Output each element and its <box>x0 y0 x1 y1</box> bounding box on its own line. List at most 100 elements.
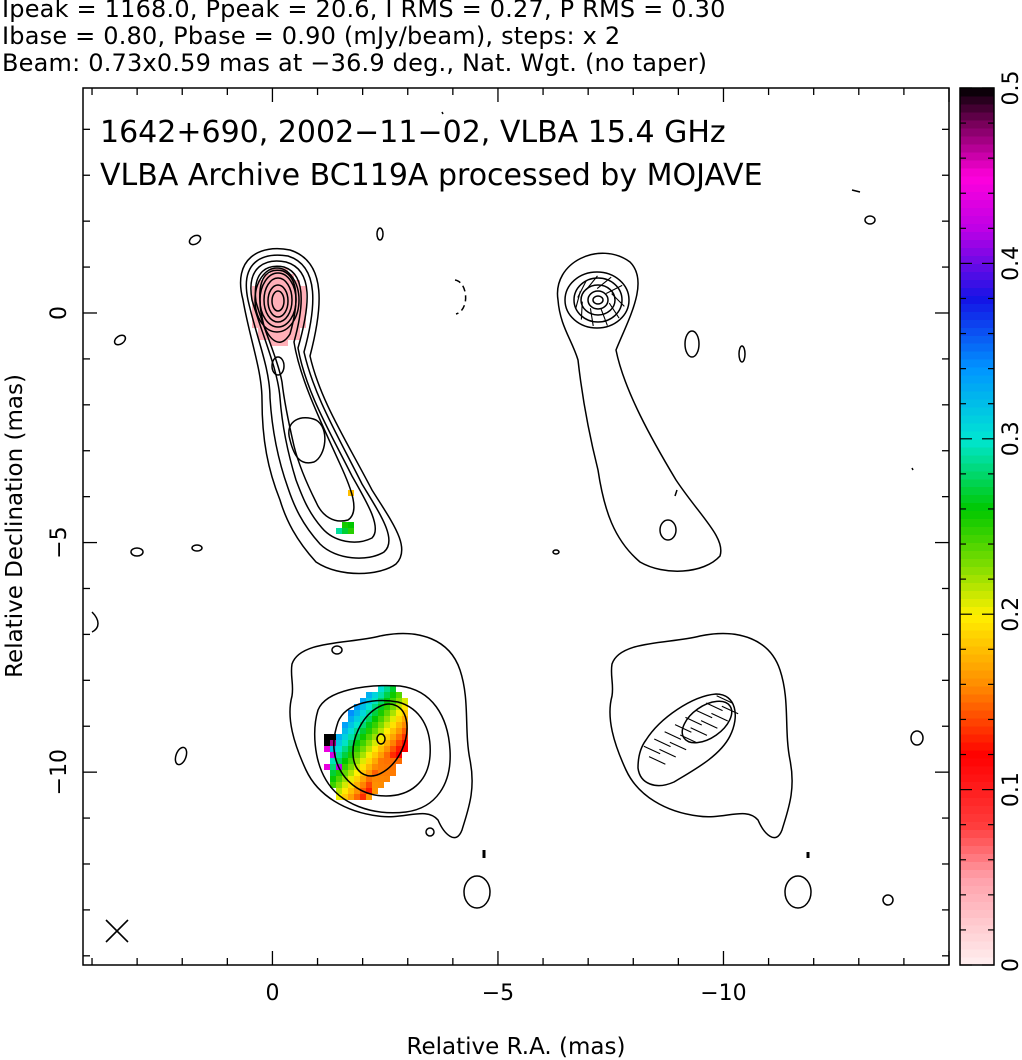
fpol-pixel <box>372 758 378 764</box>
fpol-pixel <box>366 704 372 710</box>
fpol-pixel <box>372 764 378 770</box>
colorbar-band <box>960 757 994 767</box>
fpol-pixel <box>372 788 378 794</box>
colorbar-band <box>960 119 994 129</box>
fpol-pixel <box>360 770 366 776</box>
fpol-pixel <box>372 734 378 740</box>
colorbar-band <box>960 159 994 169</box>
colorbar-band <box>960 279 994 288</box>
colorbar-band <box>960 781 994 791</box>
colorbar-band <box>960 701 994 711</box>
x-tick-label: −10 <box>700 981 746 1006</box>
x-tick-label: 0 <box>265 981 279 1006</box>
fpol-pixel <box>396 728 402 734</box>
evpa-stick <box>711 712 728 722</box>
colorbar-band <box>960 957 994 966</box>
y-tick-label: −10 <box>47 749 72 795</box>
header-line-2: Ibase = 0.80, Pbase = 0.90 (mJy/beam), s… <box>2 22 621 50</box>
fpol-pixel <box>372 752 378 758</box>
fpol-pixel <box>402 704 408 710</box>
fpol-pixel <box>378 692 384 698</box>
fpol-pixel <box>342 746 348 752</box>
colorbar-band <box>960 677 994 687</box>
fpol-pixel <box>270 310 276 316</box>
y-tick-labels: 0 −5 −10 <box>47 306 72 795</box>
evpa-stick <box>700 720 718 729</box>
evpa-stick <box>659 748 676 758</box>
fpol-pixel <box>360 740 366 746</box>
fpol-pixel <box>282 304 288 310</box>
colorbar-band <box>960 143 994 153</box>
fpol-pixel <box>378 710 384 716</box>
colorbar-band <box>960 925 994 934</box>
fpol-pixel <box>342 522 348 528</box>
x-tick-labels: 0 −5 −10 <box>265 981 746 1006</box>
fpol-pixel <box>378 764 384 770</box>
fpol-pixel <box>354 746 360 752</box>
fpol-pixel <box>378 758 384 764</box>
colorbar-band <box>960 765 994 775</box>
evpa-stick <box>605 284 623 294</box>
fpol-pixel <box>342 764 348 770</box>
colorbar: 0 0.1 0.2 0.3 0.4 0.5 <box>959 71 1022 972</box>
fpol-pixel <box>324 740 330 746</box>
fpol-pixel <box>384 758 390 764</box>
colorbar-band <box>960 351 994 360</box>
beam-marker <box>105 919 129 943</box>
fpol-pixel <box>396 734 402 740</box>
fpol-pixel <box>282 334 288 340</box>
fpol-pixel <box>270 334 276 340</box>
fpol-pixel <box>342 734 348 740</box>
evpa-stick <box>580 301 583 320</box>
fpol-pixel <box>390 758 396 764</box>
fpol-pixel <box>336 770 342 776</box>
evpa-stick <box>690 727 708 736</box>
fpol-pixel <box>336 782 342 788</box>
fpol-pixel <box>294 334 300 340</box>
fpol-pixel <box>348 734 354 740</box>
fpol-pixel <box>294 298 300 304</box>
fpol-pixel <box>336 746 342 752</box>
frame-ticks <box>83 88 950 965</box>
colorbar-band <box>960 151 994 161</box>
fpol-pixel <box>378 728 384 734</box>
fpol-pixel <box>372 716 378 722</box>
fpol-pixel <box>366 752 372 758</box>
colorbar-band <box>960 247 994 257</box>
fpol-pixel <box>264 280 270 286</box>
fpol-pixel <box>348 758 354 764</box>
fpol-pixel <box>330 734 336 740</box>
fpol-pixel <box>396 722 402 728</box>
fpol-pixel <box>384 734 390 740</box>
fpol-pixel <box>342 728 348 734</box>
colorbar-band <box>960 88 994 97</box>
fpol-pixel <box>330 770 336 776</box>
fpol-pixel <box>300 310 306 316</box>
colorbar-band <box>960 837 994 847</box>
fpol-pixel <box>264 304 270 310</box>
plot-frame <box>82 87 950 966</box>
fpol-pixel <box>330 740 336 746</box>
fpol-pixel <box>294 304 300 310</box>
evpa-stick <box>721 705 739 715</box>
colorbar-band <box>960 167 994 177</box>
fpol-pixel <box>366 764 372 770</box>
fpol-pixel <box>360 716 366 722</box>
fpol-pixel <box>276 292 282 298</box>
fpol-pixel <box>390 692 396 698</box>
fpol-pixel <box>372 704 378 710</box>
evpa-stick <box>664 731 682 740</box>
fpol-pixel <box>276 280 282 286</box>
fpol-pixel <box>348 522 354 528</box>
fpol-pixel <box>288 298 294 304</box>
colorbar-band <box>960 223 994 233</box>
colorbar-band <box>960 454 994 464</box>
fpol-pixel <box>378 776 384 782</box>
colorbar-band <box>960 685 994 695</box>
fpol-pixel <box>390 686 396 692</box>
fpol-pixel <box>372 782 378 788</box>
colorbar-band <box>960 319 994 328</box>
fpol-pixel <box>330 782 336 788</box>
y-tick-label: 0 <box>47 306 72 320</box>
fpol-pixel <box>276 286 282 292</box>
